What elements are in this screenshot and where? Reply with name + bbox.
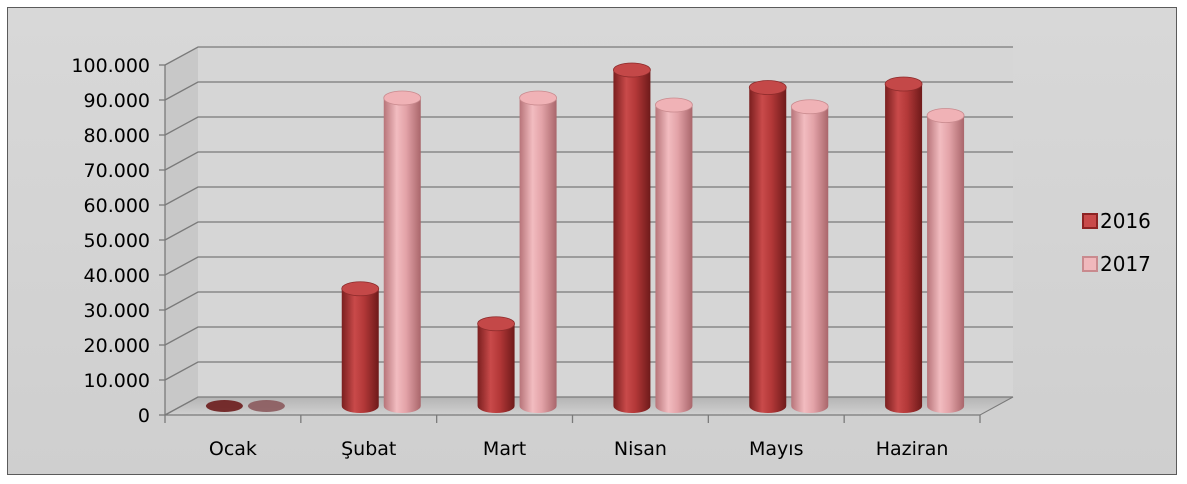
y-tick-label: 100.000 bbox=[71, 55, 150, 77]
y-tick-label: 80.000 bbox=[84, 125, 150, 147]
y-tick-label: 90.000 bbox=[84, 90, 150, 112]
bar-body bbox=[655, 105, 693, 414]
bar-body bbox=[519, 98, 557, 414]
x-category-label: Ocak bbox=[209, 438, 257, 460]
gridline bbox=[164, 81, 1013, 101]
gridline bbox=[164, 396, 1013, 416]
bar-body bbox=[749, 87, 787, 414]
bar-top bbox=[519, 90, 557, 106]
y-tick-label: 30.000 bbox=[84, 300, 150, 322]
legend-swatch bbox=[1082, 213, 1098, 229]
bar-2017 bbox=[655, 97, 693, 414]
bar-2017 bbox=[247, 400, 285, 412]
x-category-label: Mayıs bbox=[749, 438, 803, 460]
gridline bbox=[164, 361, 1013, 381]
bar-2016 bbox=[613, 62, 651, 414]
bar-2017 bbox=[519, 90, 557, 414]
bar-body bbox=[885, 84, 923, 414]
bar-top bbox=[790, 99, 829, 115]
bar-body bbox=[927, 115, 965, 414]
legend-swatch bbox=[1082, 256, 1098, 272]
x-category-label: Mart bbox=[483, 438, 526, 460]
gridline bbox=[164, 256, 1013, 276]
gridline bbox=[164, 46, 1013, 66]
bar-2016 bbox=[748, 80, 787, 414]
bar-top bbox=[383, 90, 422, 106]
bar-body bbox=[477, 323, 515, 413]
bar-body bbox=[341, 288, 379, 414]
bar-top bbox=[884, 76, 923, 92]
bar-2017 bbox=[383, 90, 422, 414]
legend-label: 2016 bbox=[1100, 209, 1151, 233]
x-category-label: Haziran bbox=[876, 438, 949, 460]
bar-body bbox=[791, 106, 829, 414]
gridline bbox=[164, 291, 1013, 311]
bar-top bbox=[926, 108, 965, 123]
x-category-label: Şubat bbox=[341, 438, 396, 460]
bar-2017 bbox=[926, 108, 965, 414]
y-tick-label: 0 bbox=[138, 405, 150, 427]
legend-entry: 2017 bbox=[1082, 252, 1151, 276]
legend-label: 2017 bbox=[1100, 252, 1151, 276]
y-tick-label: 40.000 bbox=[84, 265, 150, 287]
bar-body bbox=[613, 70, 651, 414]
gridline bbox=[164, 221, 1013, 241]
y-tick-label: 20.000 bbox=[84, 335, 150, 357]
gridline bbox=[164, 151, 1013, 171]
gridline bbox=[164, 186, 1013, 206]
bar-top bbox=[655, 97, 693, 113]
bar-top bbox=[341, 281, 380, 297]
bar-2016 bbox=[477, 316, 515, 413]
bar-top bbox=[748, 80, 787, 95]
bar-top bbox=[477, 316, 515, 332]
x-category-label: Nisan bbox=[614, 438, 667, 460]
y-tick-label: 70.000 bbox=[84, 160, 150, 182]
gridline bbox=[164, 116, 1013, 136]
bar-base bbox=[205, 400, 243, 412]
legend-entry: 2016 bbox=[1082, 209, 1151, 233]
gridline bbox=[164, 326, 1013, 346]
bar-base bbox=[247, 400, 285, 412]
bar-2016 bbox=[884, 76, 923, 414]
bar-2016 bbox=[205, 400, 243, 412]
bar-2016 bbox=[341, 281, 380, 414]
y-tick-label: 50.000 bbox=[84, 230, 150, 252]
y-tick-label: 10.000 bbox=[84, 370, 150, 392]
bar-2017 bbox=[790, 99, 829, 414]
bar-top bbox=[613, 62, 651, 78]
y-tick-label: 60.000 bbox=[84, 195, 150, 217]
bar-body bbox=[383, 98, 421, 414]
